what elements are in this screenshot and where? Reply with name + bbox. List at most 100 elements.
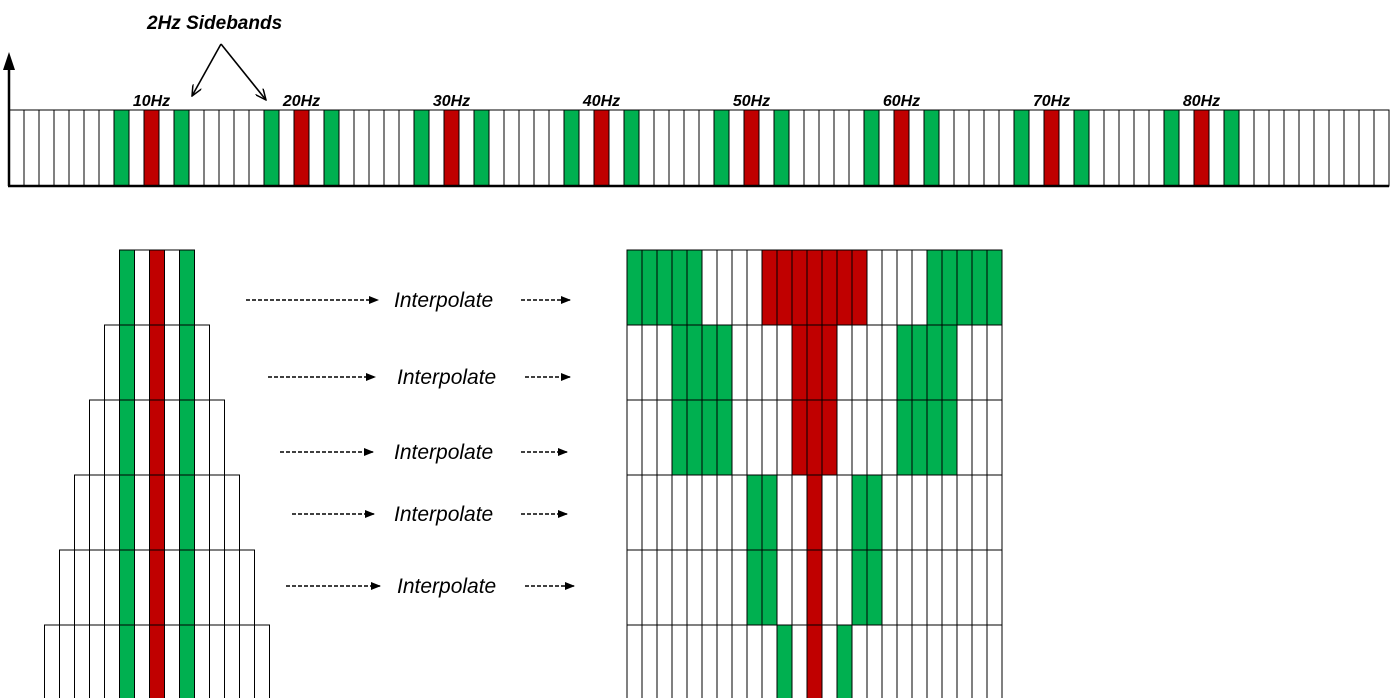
spectrum-bin <box>938 109 955 187</box>
grid-cell <box>971 399 988 476</box>
pyramid-row <box>104 324 210 401</box>
grid-cell <box>731 624 748 698</box>
spectrum-bin <box>1118 109 1135 187</box>
grid-cell <box>746 624 763 698</box>
grid-row <box>626 474 1003 551</box>
interpolated-grid <box>626 249 1003 698</box>
grid-sideband-cell <box>671 249 688 326</box>
grid-sideband-cell <box>926 249 943 326</box>
pyramid-bin <box>164 399 180 476</box>
grid-sideband-cell <box>716 399 733 476</box>
grid-cell <box>911 249 928 326</box>
spectrum-bin <box>368 109 385 187</box>
grid-cell <box>986 549 1003 626</box>
pyramid-carrier-bin <box>149 324 165 401</box>
spectrum-bin <box>1343 109 1360 187</box>
grid-cell <box>701 624 718 698</box>
grid-cell <box>881 324 898 401</box>
grid-carrier-cell <box>806 624 823 698</box>
spectrum-sideband-bin <box>623 109 640 187</box>
sideband-pointer-right-arrow <box>220 43 266 100</box>
spectrum-sideband-bin <box>713 109 730 187</box>
grid-cell <box>881 549 898 626</box>
interpolate-step: Interpolate <box>286 575 575 598</box>
grid-cell <box>761 624 778 698</box>
grid-cell <box>776 474 793 551</box>
spectrum-bin <box>1058 109 1075 187</box>
grid-carrier-cell <box>821 324 838 401</box>
spectrum-bin <box>533 109 550 187</box>
interpolate-label: Interpolate <box>394 503 493 526</box>
spectrum-bin <box>8 109 25 187</box>
pyramid-bin <box>164 624 180 698</box>
grid-cell <box>656 624 673 698</box>
pyramid-bin <box>224 624 240 698</box>
spectrum-bin <box>233 109 250 187</box>
pyramid-sideband-bin <box>179 624 195 698</box>
spectrum-bin <box>653 109 670 187</box>
grid-sideband-cell <box>896 324 913 401</box>
pyramid-bin <box>74 474 90 551</box>
spectrum-carrier-bin <box>1043 109 1060 187</box>
pyramid-row <box>89 399 225 476</box>
spectrum-bin <box>728 109 745 187</box>
pyramid-bin <box>104 399 120 476</box>
spectrum-sideband-bin <box>773 109 790 187</box>
grid-cell <box>671 624 688 698</box>
grid-sideband-cell <box>926 399 943 476</box>
pyramid-bin <box>164 474 180 551</box>
spectrum-bin <box>548 109 565 187</box>
grid-sideband-cell <box>941 399 958 476</box>
grid-cell <box>716 624 733 698</box>
grid-cell <box>926 549 943 626</box>
grid-cell <box>971 324 988 401</box>
pyramid-bin <box>254 624 270 698</box>
pyramid-carrier-bin <box>149 249 165 326</box>
frequency-label: 50Hz <box>733 93 770 110</box>
grid-sideband-cell <box>656 249 673 326</box>
grid-carrier-cell <box>791 324 808 401</box>
grid-cell <box>761 324 778 401</box>
pyramid-sideband-bin <box>179 474 195 551</box>
spectrum-bin <box>1133 109 1150 187</box>
pyramid-carrier-bin <box>149 399 165 476</box>
spectrum-bin <box>1268 109 1285 187</box>
pyramid-bin <box>224 474 240 551</box>
spectrum-bin <box>248 109 265 187</box>
spectrum-bin <box>1208 109 1225 187</box>
interpolate-steps: Interpolate Interpolate Interpolate Interpo… <box>246 289 575 598</box>
spectrum-bin <box>428 109 445 187</box>
spectrum-bin <box>23 109 40 187</box>
grid-cell <box>641 324 658 401</box>
grid-carrier-cell <box>791 249 808 326</box>
grid-sideband-cell <box>761 474 778 551</box>
spectrum-carrier-bin <box>143 109 160 187</box>
grid-cell <box>986 624 1003 698</box>
grid-cell <box>896 624 913 698</box>
spectrum-bin <box>218 109 235 187</box>
spectrum-bin <box>1358 109 1375 187</box>
spectrum-sideband-bin <box>1163 109 1180 187</box>
grid-cell <box>671 474 688 551</box>
interpolate-label: Interpolate <box>397 575 496 598</box>
grid-cell <box>641 399 658 476</box>
grid-sideband-cell <box>701 324 718 401</box>
interpolate-step: Interpolate <box>268 366 571 389</box>
pyramid-bin <box>239 549 255 626</box>
grid-cell <box>866 249 883 326</box>
grid-cell <box>776 549 793 626</box>
grid-sideband-cell <box>941 249 958 326</box>
spectrum-bin <box>98 109 115 187</box>
spectrum-bin <box>833 109 850 187</box>
spectrum-sideband-bin <box>473 109 490 187</box>
spectrum-sideband-bin <box>563 109 580 187</box>
grid-row <box>626 249 1003 326</box>
grid-cell <box>836 474 853 551</box>
grid-cell <box>851 624 868 698</box>
spectrum-bin <box>998 109 1015 187</box>
grid-cell <box>971 474 988 551</box>
grid-sideband-cell <box>896 399 913 476</box>
grid-sideband-cell <box>716 324 733 401</box>
grid-cell <box>716 549 733 626</box>
grid-cell <box>851 399 868 476</box>
